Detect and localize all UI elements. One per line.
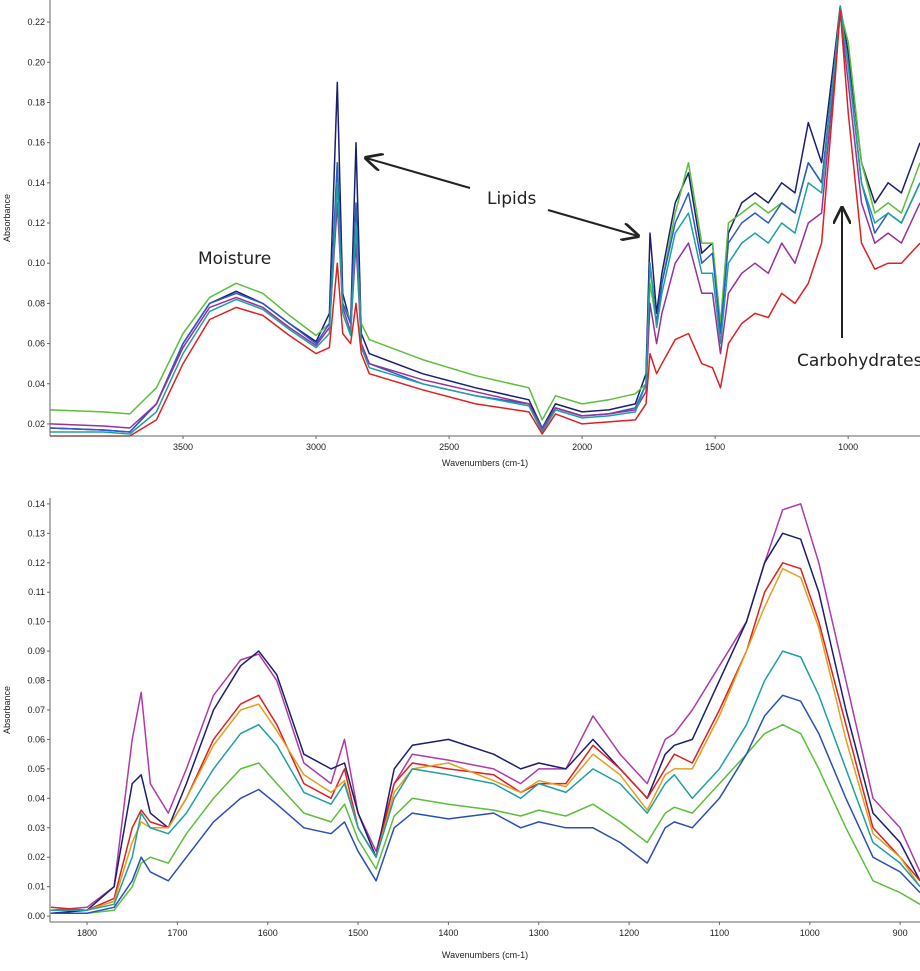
- x-axis-label: Wavenumbers (cm-1): [442, 458, 528, 468]
- x-tick-label: 3500: [173, 442, 193, 452]
- annotation-lipids: Lipids: [487, 189, 536, 209]
- y-tick-label: 0.10: [27, 258, 45, 268]
- lipids-arrow-left: [366, 158, 471, 189]
- x-tick-label: 1300: [529, 928, 549, 938]
- series-line-blue: [50, 694, 920, 914]
- y-tick-label: 0.14: [27, 499, 45, 509]
- y-tick-label: 0.06: [27, 734, 45, 744]
- y-tick-label: 0.12: [27, 218, 45, 228]
- y-tick-label: 0.03: [27, 823, 45, 833]
- series-line-green: [50, 723, 920, 914]
- y-axis-label: Absorbance: [2, 194, 12, 242]
- fingerprint-region-chart: 1800 1700 1600 1500 1400 1300 1200 1100 1000 900 0…: [2, 498, 920, 960]
- annotation-moisture: Moisture: [198, 249, 271, 269]
- y-tick-label: 0.08: [27, 676, 45, 686]
- series-line-orange: [50, 567, 920, 911]
- x-tick-label: 1100: [710, 928, 729, 938]
- x-tick-label: 1600: [258, 928, 278, 938]
- series-line-purple: [50, 503, 920, 911]
- x-tick-label: 1000: [800, 928, 820, 938]
- series-line-red: [50, 562, 920, 911]
- y-tick-label: 0.00: [27, 911, 45, 921]
- x-tick-label: 1700: [167, 928, 187, 938]
- y-tick-label: 0.22: [27, 17, 45, 27]
- x-tick-label: 1500: [348, 928, 368, 938]
- x-tick-label: 2500: [439, 442, 459, 452]
- y-tick-label: 0.20: [27, 57, 45, 67]
- x-tick-label: 900: [893, 928, 908, 938]
- y-tick-label: 0.12: [27, 558, 45, 568]
- y-tick-label: 0.07: [27, 705, 45, 715]
- y-tick-label: 0.08: [27, 298, 45, 308]
- annotations: Moisture Lipids Carbohydrates: [198, 158, 920, 371]
- y-tick-label: 0.13: [27, 528, 45, 538]
- y-tick-label: 0.16: [27, 138, 45, 148]
- y-tick-label: 0.10: [27, 617, 45, 627]
- y-tick-label: 0.05: [27, 764, 45, 774]
- y-tick-label: 0.02: [27, 419, 45, 429]
- x-tick-label: 1400: [438, 928, 458, 938]
- y-tick-label: 0.11: [28, 587, 45, 597]
- series-line-teal: [50, 650, 920, 911]
- x-tick-label: 3000: [306, 442, 326, 452]
- y-tick-label: 0.04: [27, 379, 45, 389]
- series-line-teal: [50, 5, 920, 435]
- lipids-arrow-right: [547, 209, 638, 236]
- y-tick-label: 0.01: [27, 882, 45, 892]
- x-tick-label: 2000: [572, 442, 592, 452]
- x-tick-label: 1200: [619, 928, 639, 938]
- y-tick-label: 0.14: [27, 178, 45, 188]
- y-tick-label: 0.02: [27, 852, 45, 862]
- x-tick-label: 1000: [838, 442, 858, 452]
- full-spectrum-chart: 3500 3000 2500 2000 1500 1000 0.02 0.04 0.06 0.08…: [2, 0, 920, 468]
- y-axis-label: Absorbance: [2, 686, 12, 734]
- y-tick-label: 0.04: [27, 793, 45, 803]
- series-line-navy: [50, 532, 920, 914]
- y-tick-label: 0.06: [27, 339, 45, 349]
- x-axis-label: Wavenumbers (cm-1): [442, 950, 528, 960]
- y-tick-label: 0.18: [27, 97, 45, 107]
- series-line-red: [50, 9, 920, 437]
- x-tick-label: 1800: [77, 928, 97, 938]
- annotation-carbohydrates: Carbohydrates: [797, 351, 920, 371]
- y-tick-label: 0.09: [27, 646, 45, 656]
- series-line-purple: [49, 11, 920, 431]
- x-tick-label: 1500: [705, 442, 725, 452]
